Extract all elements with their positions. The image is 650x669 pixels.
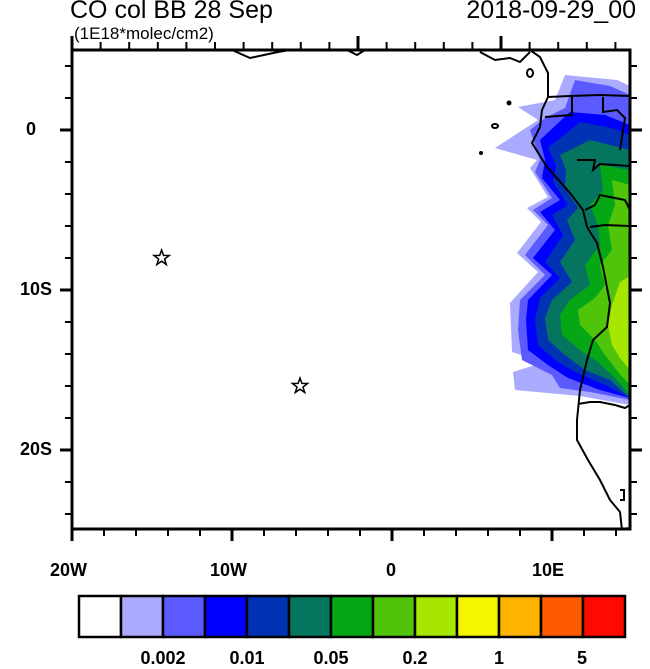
colorbar-label: 1 [493,648,505,668]
border-1 [547,93,630,98]
colorbar-swatch [203,594,249,639]
y-tick-label: 0 [26,119,37,139]
x-tick-label: 10W [210,560,248,580]
colorbar-label: 0.01 [229,648,265,668]
coastlines [231,50,630,529]
site-markers [151,247,310,395]
colorbar-swatch [77,594,123,639]
x-tick-label: 10E [532,560,565,580]
x-tick-label: 0 [386,560,397,580]
colorbar-swatch [455,594,501,639]
co-plume [495,75,630,405]
border-3 [602,97,627,151]
africa-coastline [529,50,629,529]
colorbar [77,594,627,639]
border-6 [589,223,630,228]
units-label: (1E18*molec/cm2) [74,24,214,43]
colorbar-swatch [413,594,459,639]
colorbar-swatch [581,594,627,639]
colorbar-swatch [539,594,585,639]
colorbar-swatch [287,594,333,639]
colorbar-swatch [371,594,417,639]
border-4 [577,159,630,173]
colorbar-label: 0.002 [140,648,186,668]
y-tick-label: 10S [20,279,53,299]
colorbar-swatch [119,594,165,639]
plot-title: CO col BB 28 Sep [70,0,273,24]
colorbar-swatch [245,594,291,639]
border-top2 [346,50,366,57]
colorbar-label: 5 [576,648,588,668]
colorbar-swatch [497,594,543,639]
border-5 [584,193,630,211]
colorbar-swatch [329,594,375,639]
border-top3 [479,51,531,64]
border-2 [544,96,573,118]
colorbar-label: 0.05 [313,648,349,668]
x-tick-label: 20W [50,560,88,580]
star-marker [290,375,310,395]
colorbar-swatch [161,594,207,639]
plume-level-8 [608,276,630,370]
border-7 [577,401,630,410]
y-tick-label: 20S [20,439,53,459]
axis-ticks [60,36,642,541]
colorbar-label: 0.2 [402,648,428,668]
star-marker [151,247,172,267]
plot-date: 2018-09-29_00 [466,0,636,24]
